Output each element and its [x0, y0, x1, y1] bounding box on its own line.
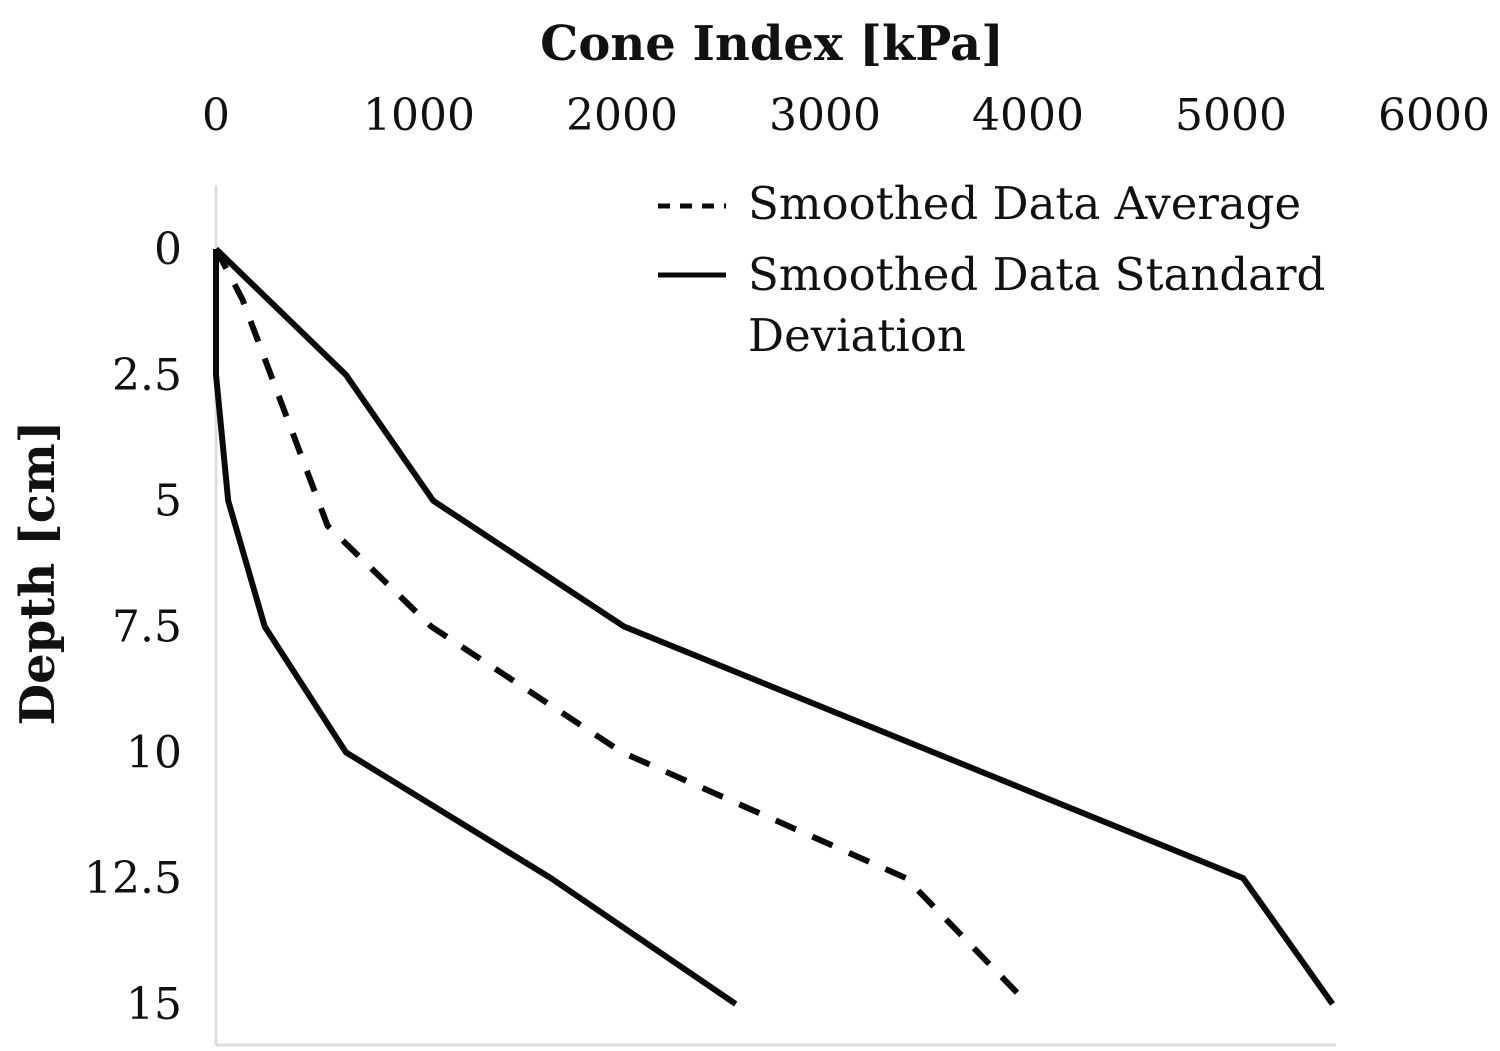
series-layer	[213, 246, 1335, 1007]
y-tick-label: 7.5	[112, 602, 182, 653]
y-tick-label: 2.5	[112, 350, 182, 401]
x-tick-label: 2000	[566, 90, 678, 141]
legend-std-label-line1: Smoothed Data Standard	[748, 248, 1325, 301]
y-axis-title: Depth [cm]	[10, 421, 66, 726]
x-axis-title: Cone Index [kPa]	[540, 16, 1004, 72]
x-tick-label: 0	[202, 90, 230, 141]
y-tick-label: 15	[126, 979, 182, 1030]
legend-average-label: Smoothed Data Average	[748, 177, 1301, 230]
y-tick-label: 12.5	[84, 853, 182, 904]
x-tick-labels: 0 1000 2000 3000 4000 5000 6000	[202, 90, 1490, 141]
x-tick-label: 3000	[769, 90, 881, 141]
y-tick-label: 10	[126, 727, 182, 778]
x-tick-label: 6000	[1378, 90, 1490, 141]
x-tick-label: 5000	[1175, 90, 1287, 141]
x-tick-label: 1000	[363, 90, 475, 141]
y-tick-labels: 0 2.5 5 7.5 10 12.5 15	[84, 224, 182, 1030]
x-tick-label: 4000	[972, 90, 1084, 141]
y-tick-label: 5	[154, 476, 182, 527]
legend-std-label-line2: Deviation	[748, 309, 966, 362]
series-average-line	[213, 247, 1031, 1007]
series-std-upper-line	[213, 246, 1335, 1006]
series-std-lower-line	[213, 249, 738, 1007]
y-tick-label: 0	[154, 224, 182, 275]
legend: Smoothed Data Average Smoothed Data Stan…	[658, 177, 1325, 362]
